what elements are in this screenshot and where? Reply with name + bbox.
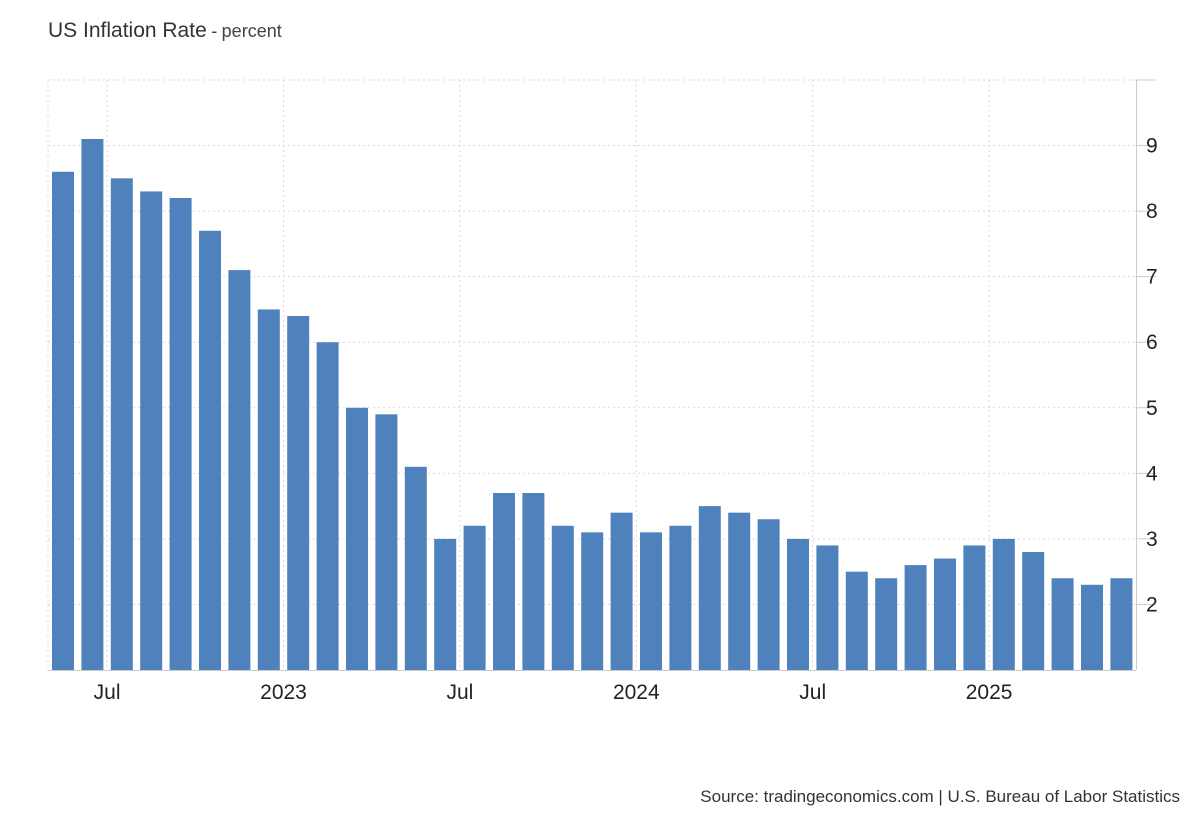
bar-2023-06[interactable] [434,538,457,670]
bar-2022-05[interactable] [52,171,74,670]
title-separator: - [211,21,218,41]
bar-2024-11[interactable] [934,558,956,670]
bar-2024-12[interactable] [963,545,986,670]
bar-2025-04[interactable] [1081,584,1103,670]
axis-layer: 2 3 4 5 6 7 8 9 Jul 2023 Jul 2024 Jul 2025 [48,79,1158,704]
bar-2024-03[interactable] [698,506,721,670]
bar-2023-08[interactable] [493,493,515,670]
bar-2023-02[interactable] [316,342,339,670]
bar-2025-02[interactable] [1022,552,1045,670]
bar-2023-04[interactable] [375,414,398,670]
x-tick-label: 2024 [613,681,660,704]
bar-2023-03[interactable] [346,407,368,670]
y-tick-label: 9 [1146,135,1158,158]
bar-2024-06[interactable] [787,538,809,670]
bar-2022-11[interactable] [228,270,251,670]
inflation-bar-chart: 2 3 4 5 6 7 8 9 Jul 2023 Jul 2024 Jul 2025 [47,79,1158,704]
x-tick-label: Jul [799,681,826,704]
bar-2024-01[interactable] [640,532,662,670]
bar-2024-04[interactable] [728,512,751,670]
y-tick-label: 7 [1146,266,1158,289]
bar-2023-11[interactable] [581,532,604,670]
bar-layer [52,139,1133,671]
y-tick-label: 4 [1146,462,1158,485]
chart-title: US Inflation Rate - percent [48,19,282,43]
x-tick-label: 2025 [966,681,1013,704]
chart-title-text: US Inflation Rate [48,19,207,42]
bar-2023-10[interactable] [551,525,574,670]
y-tick-label: 8 [1146,200,1158,223]
source-note: Source: tradingeconomics.com | U.S. Bure… [700,787,1180,806]
bar-2024-05[interactable] [757,519,780,670]
bar-2022-09[interactable] [169,198,192,670]
y-tick-label: 6 [1146,331,1158,354]
bar-2023-05[interactable] [404,466,427,670]
y-tick-label: 2 [1146,593,1158,616]
bar-2023-09[interactable] [522,493,545,670]
x-tick-label: Jul [446,681,473,704]
bar-2022-10[interactable] [199,230,221,670]
bar-2023-01[interactable] [287,316,310,670]
bar-2022-08[interactable] [140,191,163,670]
bar-2023-07[interactable] [463,525,486,670]
x-tick-label: 2023 [260,681,307,704]
bar-2022-06[interactable] [81,139,104,670]
bar-2025-03[interactable] [1051,578,1074,670]
y-tick-label: 5 [1146,397,1158,420]
bar-2022-07[interactable] [110,178,133,671]
bar-2023-12[interactable] [610,512,633,670]
bar-2024-08[interactable] [845,571,868,670]
x-tick-label: Jul [94,681,121,704]
bar-2024-10[interactable] [904,565,927,670]
bar-2024-07[interactable] [816,545,839,670]
bar-2025-01[interactable] [992,538,1015,670]
bar-2025-05[interactable] [1110,578,1133,670]
bar-2022-12[interactable] [257,309,280,670]
y-tick-label: 3 [1146,528,1158,551]
bar-2024-09[interactable] [875,578,898,670]
chart-unit: percent [221,21,282,41]
bar-2024-02[interactable] [669,525,692,670]
